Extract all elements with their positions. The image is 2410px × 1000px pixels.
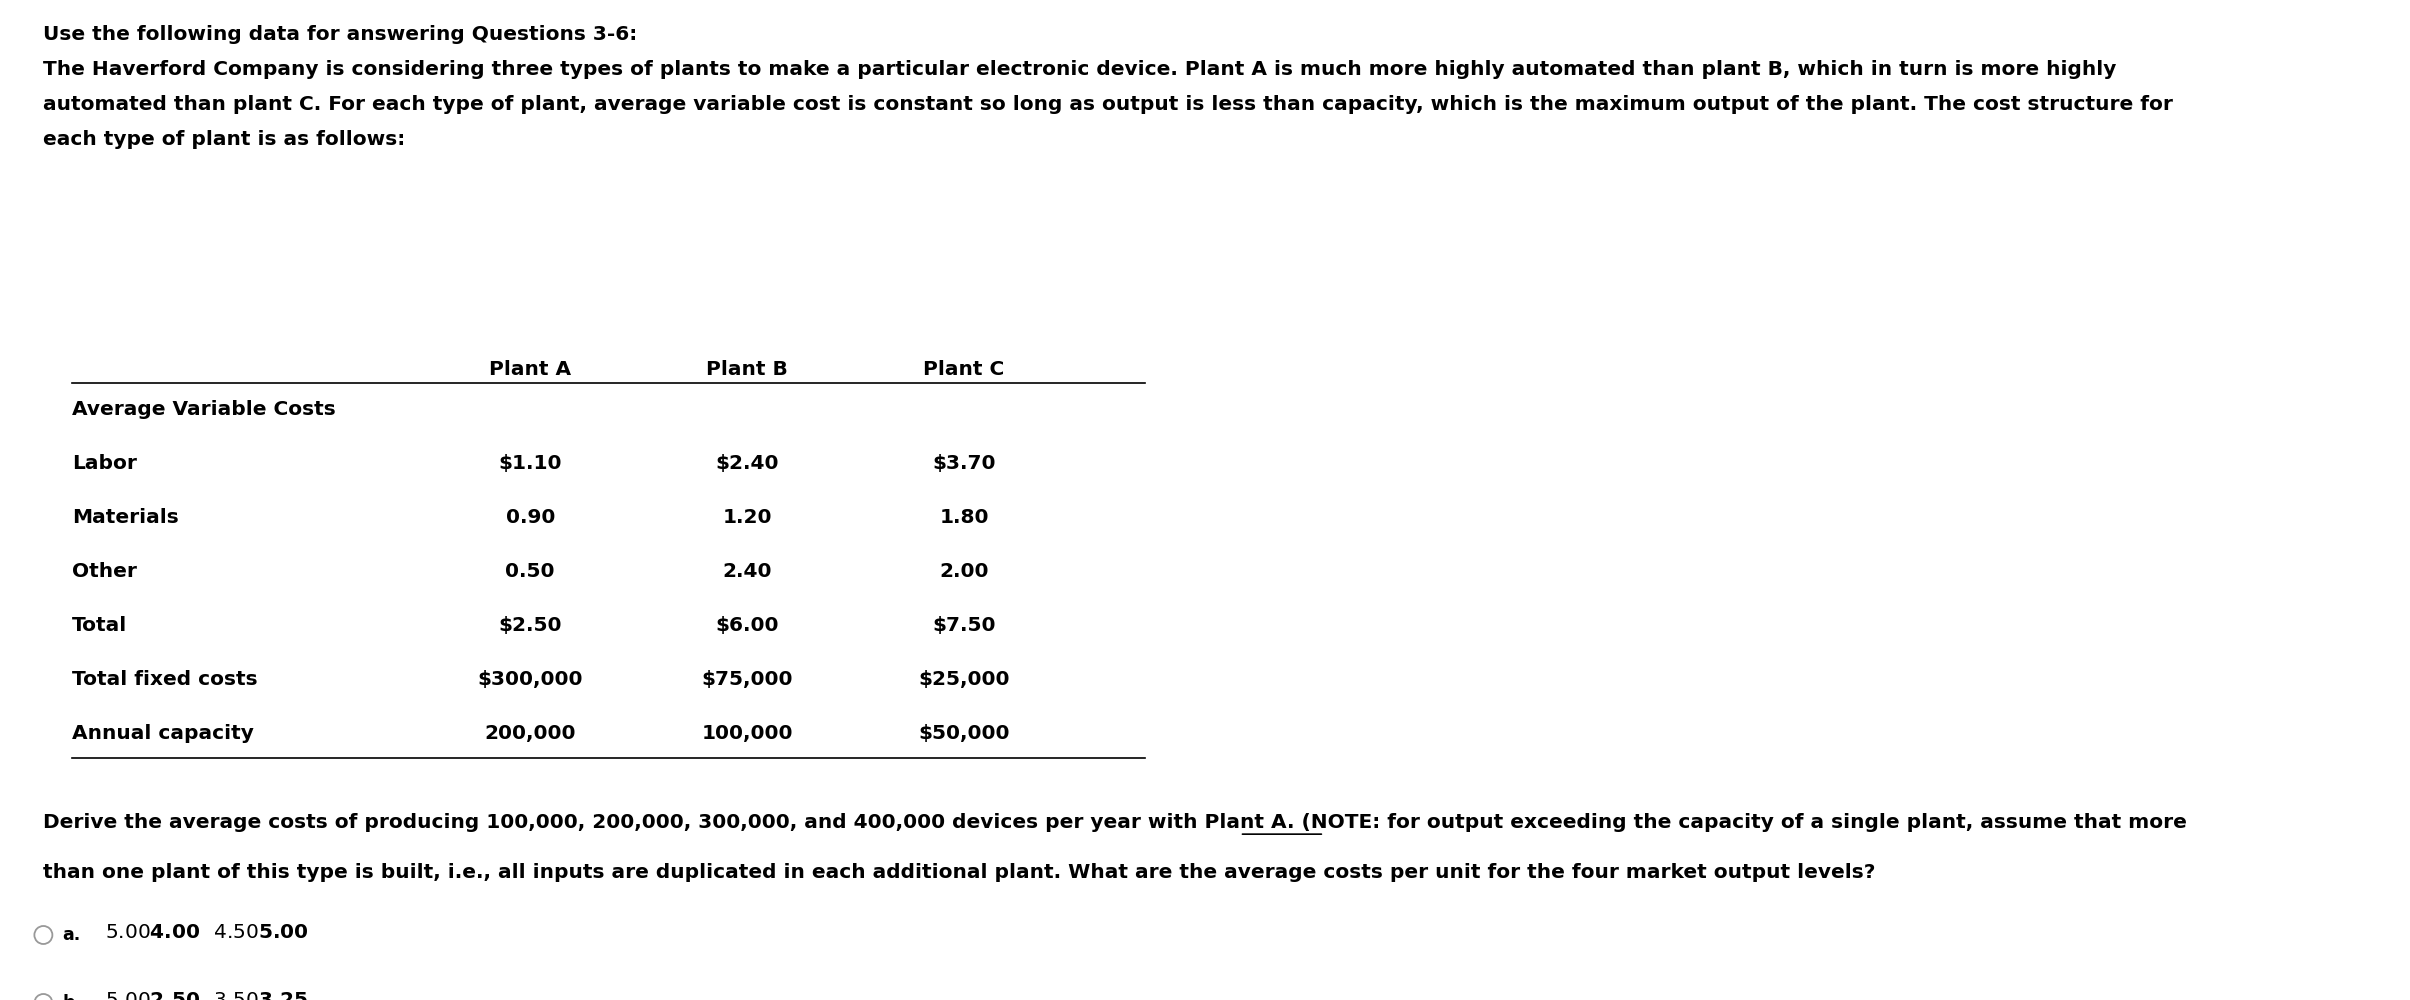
Text: automated than plant C. For each type of plant, average variable cost is constan: automated than plant C. For each type of…	[43, 95, 2174, 114]
Text: 0.50: 0.50	[506, 562, 554, 581]
Text: $5.00  $4.00  $4.50  $5.00: $5.00 $4.00 $4.50 $5.00	[106, 923, 308, 942]
Text: $2.40: $2.40	[716, 454, 778, 473]
Text: than one plant of this type is built, i.e., all inputs are duplicated in each ad: than one plant of this type is built, i.…	[43, 863, 1875, 882]
Text: 2.00: 2.00	[940, 562, 988, 581]
Text: 1.20: 1.20	[723, 508, 771, 527]
Text: each type of plant is as follows:: each type of plant is as follows:	[43, 130, 405, 149]
Text: Average Variable Costs: Average Variable Costs	[72, 400, 335, 419]
Text: Materials: Materials	[72, 508, 178, 527]
Text: b.: b.	[63, 994, 82, 1000]
Text: Annual capacity: Annual capacity	[72, 724, 253, 743]
Text: $6.00: $6.00	[716, 616, 778, 635]
Text: a.: a.	[63, 926, 80, 944]
Text: 1.80: 1.80	[940, 508, 988, 527]
Text: Labor: Labor	[72, 454, 137, 473]
Text: Derive the average costs of producing 100,000, 200,000, 300,000, and 400,000 dev: Derive the average costs of producing 10…	[43, 813, 2188, 832]
Text: Plant A: Plant A	[489, 360, 571, 379]
Text: $50,000: $50,000	[918, 724, 1010, 743]
Text: Use the following data for answering Questions 3-6:: Use the following data for answering Que…	[43, 25, 639, 44]
Text: $5.00  $2.50  $3.50  $3.25: $5.00 $2.50 $3.50 $3.25	[106, 991, 308, 1000]
Text: 100,000: 100,000	[701, 724, 793, 743]
Text: The Haverford Company is considering three types of plants to make a particular : The Haverford Company is considering thr…	[43, 60, 2116, 79]
Text: $1.10: $1.10	[499, 454, 562, 473]
Text: $300,000: $300,000	[477, 670, 583, 689]
Text: 0.90: 0.90	[506, 508, 554, 527]
Text: 200,000: 200,000	[484, 724, 576, 743]
Text: $2.50: $2.50	[499, 616, 562, 635]
Text: $75,000: $75,000	[701, 670, 793, 689]
Text: Plant C: Plant C	[923, 360, 1005, 379]
Text: Plant B: Plant B	[706, 360, 788, 379]
Text: Other: Other	[72, 562, 137, 581]
Text: $25,000: $25,000	[918, 670, 1010, 689]
Text: 2.40: 2.40	[723, 562, 771, 581]
Text: Total fixed costs: Total fixed costs	[72, 670, 258, 689]
Text: $3.70: $3.70	[933, 454, 995, 473]
Text: Total: Total	[72, 616, 128, 635]
Text: $7.50: $7.50	[933, 616, 995, 635]
